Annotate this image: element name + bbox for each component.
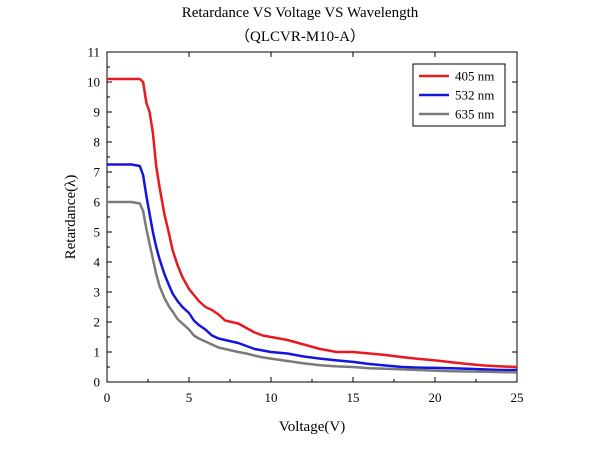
chart-title: Retardance VS Voltage VS Wavelength xyxy=(181,5,419,21)
y-tick-label: 9 xyxy=(94,105,101,120)
y-tick-label: 7 xyxy=(94,165,101,180)
legend-label: 635 nm xyxy=(455,107,494,122)
x-axis-label: Voltage(V) xyxy=(279,419,345,435)
y-axis-label: Retardance(λ) xyxy=(63,175,79,260)
legend-label: 532 nm xyxy=(455,88,494,103)
series-line-532-nm xyxy=(107,163,517,372)
series-line-635-nm xyxy=(107,200,518,374)
x-tick-label: 20 xyxy=(429,390,442,405)
y-tick-label: 5 xyxy=(94,225,101,240)
y-tick-label: 4 xyxy=(94,255,101,270)
x-tick-label: 5 xyxy=(186,390,193,405)
y-tick-label: 8 xyxy=(94,135,101,150)
y-tick-label: 10 xyxy=(87,75,100,90)
y-tick-label: 0 xyxy=(94,375,101,390)
series-line-405-nm xyxy=(107,77,518,369)
x-tick-label: 0 xyxy=(104,390,111,405)
y-tick-label: 3 xyxy=(94,285,101,300)
legend-label: 405 nm xyxy=(455,69,494,84)
x-tick-label: 10 xyxy=(265,390,278,405)
y-tick-label: 6 xyxy=(94,195,101,210)
y-tick-label: 1 xyxy=(94,345,101,360)
series-lines xyxy=(107,77,518,374)
chart-subtitle: （QLCVR-M10-A） xyxy=(235,29,365,45)
legend: 405 nm 532 nm 635 nm xyxy=(412,63,506,127)
axes: 0 5 10 15 20 25 0 1 2 3 4 5 6 7 8 9 10 11 xyxy=(87,45,524,406)
y-tick-label: 2 xyxy=(94,315,101,330)
x-tick-label: 15 xyxy=(347,390,360,405)
x-tick-label: 25 xyxy=(511,390,524,405)
y-tick-label: 11 xyxy=(87,45,100,60)
